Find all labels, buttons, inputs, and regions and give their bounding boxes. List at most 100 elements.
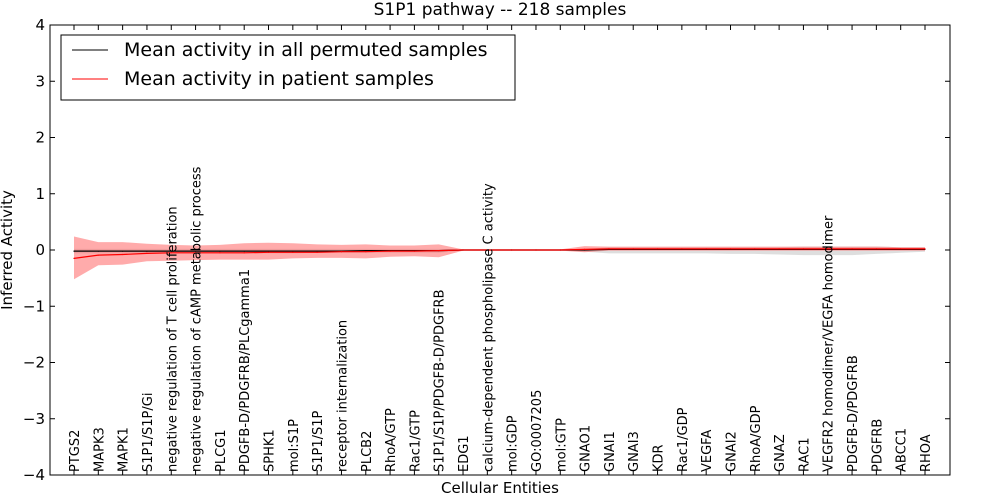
point-series-0 [365,250,367,252]
x-tick-label: PTGS2 [68,430,83,472]
point-series-1 [438,250,440,252]
x-tick-label: PLCG1 [214,429,229,472]
point-series-1 [195,252,197,254]
point-series-0 [316,250,318,252]
y-tick-label: −2 [23,354,45,372]
point-series-1 [656,248,659,250]
point-series-1 [389,250,391,252]
point-series-0 [195,250,197,252]
x-tick-label: RAC1 [797,437,812,472]
x-tick-label: GNAO1 [579,425,594,472]
point-series-1 [413,250,415,252]
point-series-1 [122,253,124,256]
x-tick-label: PLCB2 [360,431,375,472]
point-series-0 [97,250,99,252]
legend-box [60,34,516,101]
x-tick-label: GNAZ [773,434,788,472]
x-tick-label: PDGFRB [870,419,885,472]
point-series-0 [146,250,148,252]
point-series-0 [243,250,245,252]
point-series-1 [170,252,172,254]
point-series-1 [340,251,343,253]
x-tick-label: SPHK1 [263,429,278,472]
point-series-1 [827,248,829,250]
point-series-1 [243,252,245,254]
x-tick-label: PDGFB-D/PDGFRB/PLCgamma1 [238,269,253,472]
point-series-1 [73,257,75,259]
y-axis-label: Inferred Activity [0,190,16,310]
line-series-1 [73,248,925,259]
point-series-1 [608,248,610,250]
y-tick-label: −4 [23,466,45,484]
x-tick-label: calcium-dependent phospholipase C activi… [481,183,496,472]
point-series-1 [851,248,853,250]
x-tick-label: MAPK3 [92,427,107,472]
x-tick-label: Rac1/GTP [408,410,423,472]
point-series-1 [705,248,707,250]
point-series-1 [681,248,683,250]
legend: Mean activity in all permuted samples Me… [60,34,516,101]
point-series-1 [292,251,294,253]
point-series-1 [802,248,805,250]
y-tick-label: 1 [35,185,45,203]
x-tick-label: Rac1/GDP [676,407,691,472]
point-series-1 [511,249,513,251]
point-series-0 [170,250,172,252]
x-tick-label: KDR [652,444,667,472]
x-tick-label: VEGFA [700,430,715,472]
point-series-0 [292,250,294,252]
y-tick-label: −1 [23,297,45,315]
x-tick-label: S1P1/S1P/PDGFB-D/PDGFRB [433,289,448,472]
point-series-1 [875,248,878,250]
point-series-1 [900,248,902,250]
x-tick-label: negative regulation of T cell proliferat… [165,206,180,472]
legend-label-permuted: Mean activity in all permuted samples [124,39,487,61]
band-series-1 [74,236,925,280]
point-series-0 [73,250,75,252]
chart-title: S1P1 pathway -- 218 samples [374,0,627,20]
x-tick-label: RHOA [919,434,934,472]
x-tick-label: mol:GTP [554,418,569,472]
point-series-1 [219,252,221,254]
point-series-0 [219,250,221,252]
x-tick-label: ABCC1 [895,428,910,472]
x-tick-label: MAPK1 [117,427,132,472]
y-tick-label: 4 [35,16,45,34]
point-series-1 [924,248,926,250]
x-tick-label: negative regulation of cAMP metabolic pr… [190,166,205,472]
point-series-1 [97,254,99,256]
y-tick-label: 2 [35,129,45,147]
x-tick-label: S1P1/S1P [311,410,326,472]
point-series-1 [486,249,488,251]
y-tick-label: 0 [35,241,45,259]
x-tick-label: RhoA/GTP [384,408,399,472]
x-tick-label: mol:GDP [506,415,521,472]
x-axis-label: Cellular Entities [441,479,559,497]
point-series-1 [267,251,270,253]
y-axis: 4 3 2 1 0 −1 −2 −3 −4 [23,16,950,484]
point-series-1 [146,252,148,254]
x-tick-label: mol:S1P [287,419,302,472]
x-tick-label: GNAI1 [603,431,618,472]
x-tick-label: GNAI2 [724,431,739,472]
point-series-1 [365,251,367,253]
point-series-0 [122,250,124,252]
x-axis: PTGS2 MAPK3 MAPK1 S1P1/S1P/Gi negative regul… [68,25,934,475]
x-tick-label: S1P1/S1P/Gi [141,393,156,472]
point-series-1 [729,248,732,250]
x-tick-label: EDG1 [457,435,472,472]
y-tick-label: 3 [35,72,45,90]
legend-label-patient: Mean activity in patient samples [124,68,434,90]
point-series-1 [754,248,756,250]
x-tick-label: GNAI3 [627,431,642,472]
point-series-1 [559,249,561,251]
y-tick-label: −3 [23,410,45,428]
x-tick-label: RhoA/GDP [749,405,764,472]
x-tick-label: receptor internalization [335,320,350,472]
point-series-1 [316,251,318,253]
x-tick-label: VEGFR2 homodimer/VEGFA homodimer [822,215,837,472]
point-series-1 [584,248,586,250]
point-series-1 [462,249,464,251]
x-tick-label: PDGFB-D/PDGFRB [846,355,861,472]
